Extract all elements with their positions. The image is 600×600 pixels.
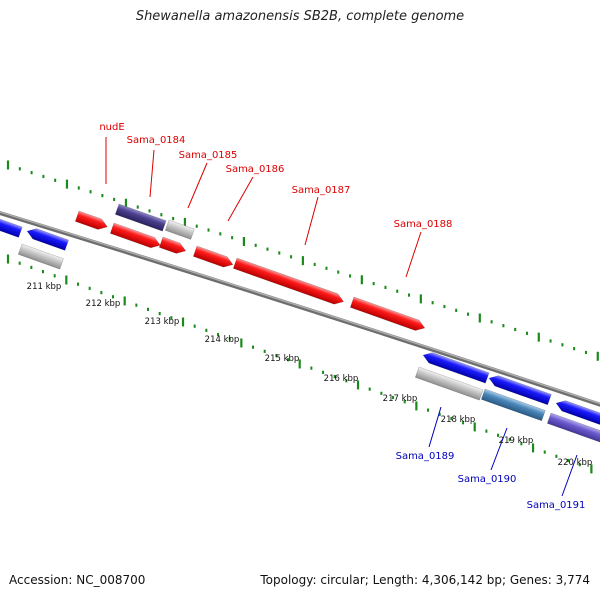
gene-grey-right (414, 366, 484, 401)
gene-purple-hypothetical (114, 203, 167, 232)
scale-label: 212 kbp (86, 299, 121, 309)
label-leader-line (149, 149, 155, 198)
scale-label: 215 kbp (265, 354, 300, 364)
label-leader-line (561, 454, 578, 497)
gene-reverse-left (26, 228, 69, 251)
gene-Sama_0191 (546, 412, 600, 444)
gene-nudE (74, 210, 108, 230)
label-leader-line (405, 231, 422, 278)
gene-Sama_0188 (349, 296, 426, 331)
backbone-line (0, 210, 600, 407)
gene-labels: 211 kbp 212 kbp 213 kbp 214 kbp 215 kbp 216 k… (27, 122, 593, 511)
label-leader-line (227, 176, 254, 222)
gene-Sama_0185 (158, 236, 187, 254)
gene-reverse-right (488, 375, 552, 406)
scale-label: 211 kbp (27, 282, 62, 292)
map-title: Shewanella amazonensis SB2B, complete ge… (135, 9, 465, 24)
gene-grey-left (17, 243, 64, 270)
scale-label: 219 kbp (499, 436, 534, 446)
scale-label: 213 kbp (145, 317, 180, 327)
scale-label: 217 kbp (383, 394, 418, 404)
gene-Sama_0184 (109, 222, 161, 249)
gene-Sama_0186 (192, 245, 234, 268)
tick-marks (6, 160, 599, 474)
backbone-highlight (0, 211, 600, 405)
gene-grey-hypothetical (164, 219, 195, 240)
scale-label: 220 kbp (558, 458, 593, 468)
label-leader-line (490, 427, 508, 471)
scale-label: 216 kbp (324, 374, 359, 384)
gene-reverse-edge (0, 216, 23, 238)
genome-info-text: Topology: circular; Length: 4,306,142 bp… (260, 573, 590, 587)
scale-label: 214 kbp (205, 335, 240, 345)
gene-Sama_0189 (422, 352, 490, 384)
gene-Sama_0187 (232, 257, 345, 305)
gene-label-forward: Sama_0185 (179, 150, 238, 161)
label-leader-line (304, 196, 319, 246)
label-leader-line (187, 162, 208, 209)
gene-track (0, 203, 600, 444)
scale-label: 218 kbp (441, 415, 476, 425)
gene-label-forward: Sama_0184 (127, 135, 186, 146)
gene-label-forward: Sama_0186 (226, 164, 285, 175)
accession-text: Accession: NC_008700 (9, 573, 146, 587)
gene-Sama_0190 (480, 388, 546, 422)
gene-label-forward: nudE (99, 122, 124, 133)
gene-label-forward: Sama_0187 (292, 185, 351, 196)
gene-label-forward: Sama_0188 (394, 219, 453, 230)
gene-label-reverse: Sama_0190 (458, 474, 517, 485)
backbone (0, 210, 600, 407)
label-leader-line (428, 406, 442, 448)
gene-label-reverse: Sama_0189 (396, 451, 455, 462)
gene-label-reverse: Sama_0191 (527, 500, 586, 511)
